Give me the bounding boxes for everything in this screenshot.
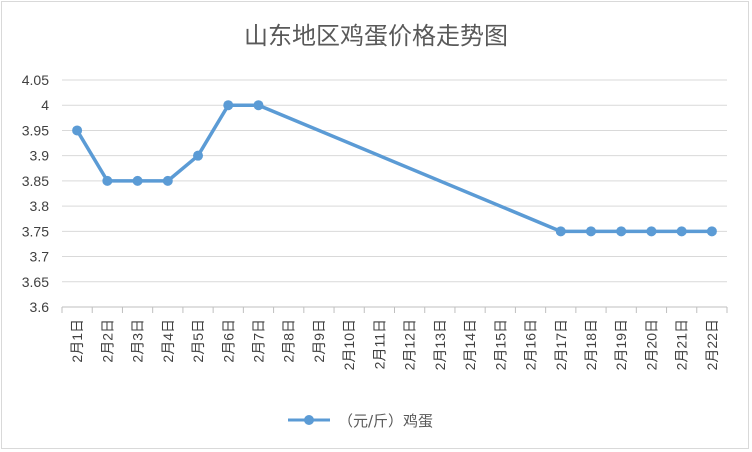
data-point	[555, 226, 566, 237]
x-tick-label: 2月19日	[613, 319, 629, 370]
x-tick-label: 2月6日	[220, 319, 236, 363]
y-axis-tick-labels: 3.6 3.65 3.7 3.75 3.8 3.85 3.9 3.95 4 4.05	[22, 72, 49, 315]
data-point	[706, 226, 717, 237]
legend-marker	[304, 415, 314, 425]
x-tick-label: 2月13日	[432, 319, 448, 370]
data-point	[102, 175, 113, 186]
data-point	[616, 226, 627, 237]
legend: （元/斤）鸡蛋	[288, 412, 433, 430]
legend-label: （元/斤）鸡蛋	[338, 412, 433, 430]
x-tick-label: 2月10日	[341, 319, 357, 370]
data-point	[193, 150, 204, 161]
y-tick-label: 4.05	[22, 72, 49, 88]
y-tick-label: 3.8	[30, 198, 50, 214]
grid-layer	[61, 79, 728, 313]
x-tick-label: 2月3日	[130, 319, 146, 363]
data-point	[132, 175, 143, 186]
series-layer	[72, 100, 717, 237]
chart-title: 山东地区鸡蛋价格走势图	[244, 22, 508, 50]
y-tick-label: 3.7	[30, 249, 50, 265]
x-tick-label: 2月11日	[371, 319, 387, 369]
x-tick-label: 2月4日	[160, 319, 176, 363]
x-tick-label: 2月9日	[311, 319, 327, 363]
y-tick-label: 4	[41, 97, 49, 113]
x-tick-label: 2月17日	[553, 319, 569, 370]
x-tick-label: 2月18日	[583, 319, 599, 370]
x-tick-label: 2月8日	[281, 319, 297, 363]
x-axis-tick-labels: 2月1日 2月2日 2月3日 2月4日 2月5日 2月6日 2月7日 2月8日 2月9日 2月10…	[69, 319, 720, 370]
x-tick-label: 2月2日	[99, 319, 115, 363]
x-tick-label: 2月22日	[704, 319, 720, 370]
data-point	[72, 125, 83, 136]
x-tick-label: 2月12日	[402, 319, 418, 370]
series-line	[75, 103, 712, 234]
data-point	[676, 226, 687, 237]
y-tick-label: 3.95	[22, 122, 49, 138]
y-tick-label: 3.75	[22, 223, 49, 239]
y-tick-label: 3.85	[22, 173, 49, 189]
data-point	[253, 100, 264, 111]
x-tick-label: 2月14日	[462, 319, 478, 370]
y-tick-label: 3.65	[22, 274, 49, 290]
x-tick-label: 2月21日	[674, 319, 690, 370]
data-point	[585, 226, 596, 237]
y-tick-label: 3.9	[30, 148, 50, 164]
x-tick-label: 2月15日	[492, 319, 508, 370]
x-tick-label: 2月7日	[250, 319, 266, 363]
data-point	[223, 100, 234, 111]
x-tick-label: 2月20日	[643, 319, 659, 370]
y-tick-label: 3.6	[30, 299, 50, 315]
x-tick-label: 2月1日	[69, 319, 85, 363]
data-point	[646, 226, 657, 237]
x-tick-label: 2月16日	[523, 319, 539, 370]
data-point	[162, 175, 173, 186]
x-tick-label: 2月5日	[190, 319, 206, 363]
